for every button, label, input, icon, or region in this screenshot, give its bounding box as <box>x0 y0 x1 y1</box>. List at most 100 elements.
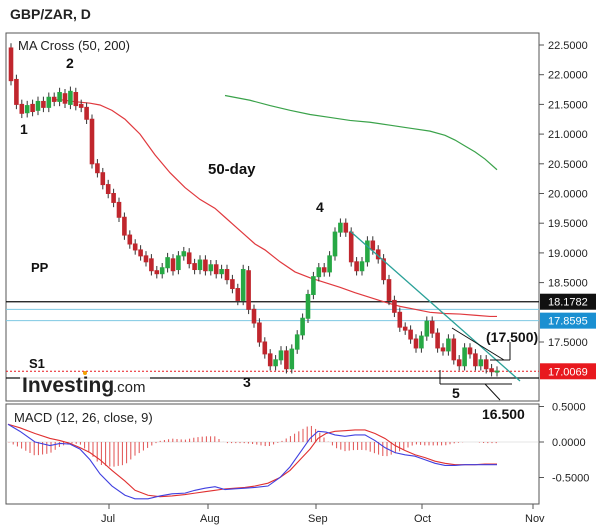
y-tick-label: 19.5000 <box>548 218 588 230</box>
macd-y-tick-label: 0.5000 <box>552 402 586 414</box>
symbol-title: GBP/ZAR, D <box>10 6 91 22</box>
candle-body <box>197 259 203 271</box>
candle-body <box>305 293 311 319</box>
candle-body <box>359 261 365 272</box>
y-tick-label: 22.0000 <box>548 70 588 82</box>
candle-body <box>284 350 289 370</box>
candle-body <box>300 317 305 336</box>
candle-body <box>78 103 84 108</box>
price-panel-frame <box>5 32 540 402</box>
candle-body <box>95 163 100 174</box>
candle-body <box>132 243 138 251</box>
candle-body <box>24 105 30 114</box>
wave-label-3: 3 <box>243 374 251 390</box>
candle-body <box>235 288 241 301</box>
investing-logo: Investing .com <box>20 371 150 397</box>
candle-body <box>462 347 467 367</box>
candle-body <box>8 47 14 82</box>
candle-body <box>321 267 327 273</box>
candle-body <box>397 311 403 328</box>
candle-body <box>451 338 457 361</box>
candle-body <box>467 347 473 355</box>
candle-body <box>332 231 338 257</box>
macd-y-tick-label: -0.5000 <box>552 473 589 485</box>
candle-body <box>294 334 300 350</box>
y-tick-label: 21.0000 <box>548 129 588 141</box>
wave-label-1: 1 <box>20 121 28 137</box>
y-tick-label: 20.5000 <box>548 159 588 171</box>
candle-body <box>230 279 235 290</box>
resistance-price-tag-bg <box>540 312 596 329</box>
macd-panel-title: MACD (12, 26, close, 9) <box>14 410 153 425</box>
candle-body <box>338 222 343 233</box>
candle-body <box>478 359 484 367</box>
candle-body <box>57 92 62 102</box>
candle-body <box>192 263 197 271</box>
candle-body <box>165 257 170 269</box>
candle-body <box>46 96 52 108</box>
candle-body <box>392 299 397 313</box>
candle-body <box>440 347 446 352</box>
candle-body <box>354 261 359 272</box>
candle-body <box>100 172 106 186</box>
candle-body <box>176 255 181 271</box>
investing-logo-brand: Investing <box>22 374 114 397</box>
x-tick-label: Sep <box>308 513 328 525</box>
candle-body <box>154 270 160 275</box>
candle-body <box>489 368 494 373</box>
candle-body <box>30 103 35 113</box>
candle-body <box>473 353 478 367</box>
candle-body <box>435 332 440 349</box>
y-tick-label: 22.5000 <box>548 40 588 52</box>
candle-body <box>73 92 79 107</box>
candle-body <box>41 100 46 108</box>
pivot-price-tag-text: 18.1782 <box>548 297 588 309</box>
candle-body <box>251 308 257 324</box>
candle-body <box>89 118 95 165</box>
candle-body <box>149 258 154 272</box>
candle-body <box>14 78 19 105</box>
candle-body <box>278 350 284 361</box>
candle-body <box>446 338 451 352</box>
candle-body <box>316 267 322 278</box>
candle-body <box>19 103 25 114</box>
support-s1-label: S1 <box>29 356 45 371</box>
candle-body <box>402 326 408 331</box>
x-tick-label: Jul <box>101 513 115 525</box>
candle-body <box>267 353 273 367</box>
candle-body <box>51 96 57 102</box>
x-tick-label: Oct <box>414 513 431 525</box>
investing-logo-suffix: .com <box>113 379 146 396</box>
current-price-tag-text: 17.0069 <box>548 366 588 378</box>
candle-body <box>327 255 332 273</box>
candle-body <box>262 341 268 355</box>
candle-body <box>370 240 376 251</box>
resistance-price-tag-text: 17.8595 <box>548 316 588 328</box>
ma50-line <box>51 99 497 318</box>
investing-logo-dot <box>83 371 87 375</box>
candle-body <box>111 193 116 203</box>
macd-y-tick-label: 0.0000 <box>552 437 586 449</box>
ma50-label: 50-day <box>208 161 256 178</box>
ma200-line <box>224 94 498 171</box>
x-tick-label: Nov <box>525 513 545 525</box>
candle-body <box>257 322 262 343</box>
macd-panel-frame <box>5 403 540 505</box>
candle-body <box>429 320 435 334</box>
target-label-16500: 16.500 <box>482 406 525 422</box>
candle-body <box>343 222 349 233</box>
candle-body <box>289 348 295 370</box>
target-label-17500: (17.500) <box>486 329 538 345</box>
candle-body <box>413 338 419 349</box>
candle-body <box>213 264 219 275</box>
candle-body <box>365 240 370 263</box>
macd-signal-line <box>7 423 497 498</box>
candle-body <box>240 269 246 301</box>
candle-body <box>224 269 230 281</box>
candle-body <box>273 359 278 367</box>
candle-body <box>186 252 192 265</box>
candle-body <box>208 264 214 272</box>
y-tick-label: 21.5000 <box>548 99 588 111</box>
candle-body <box>246 270 251 310</box>
